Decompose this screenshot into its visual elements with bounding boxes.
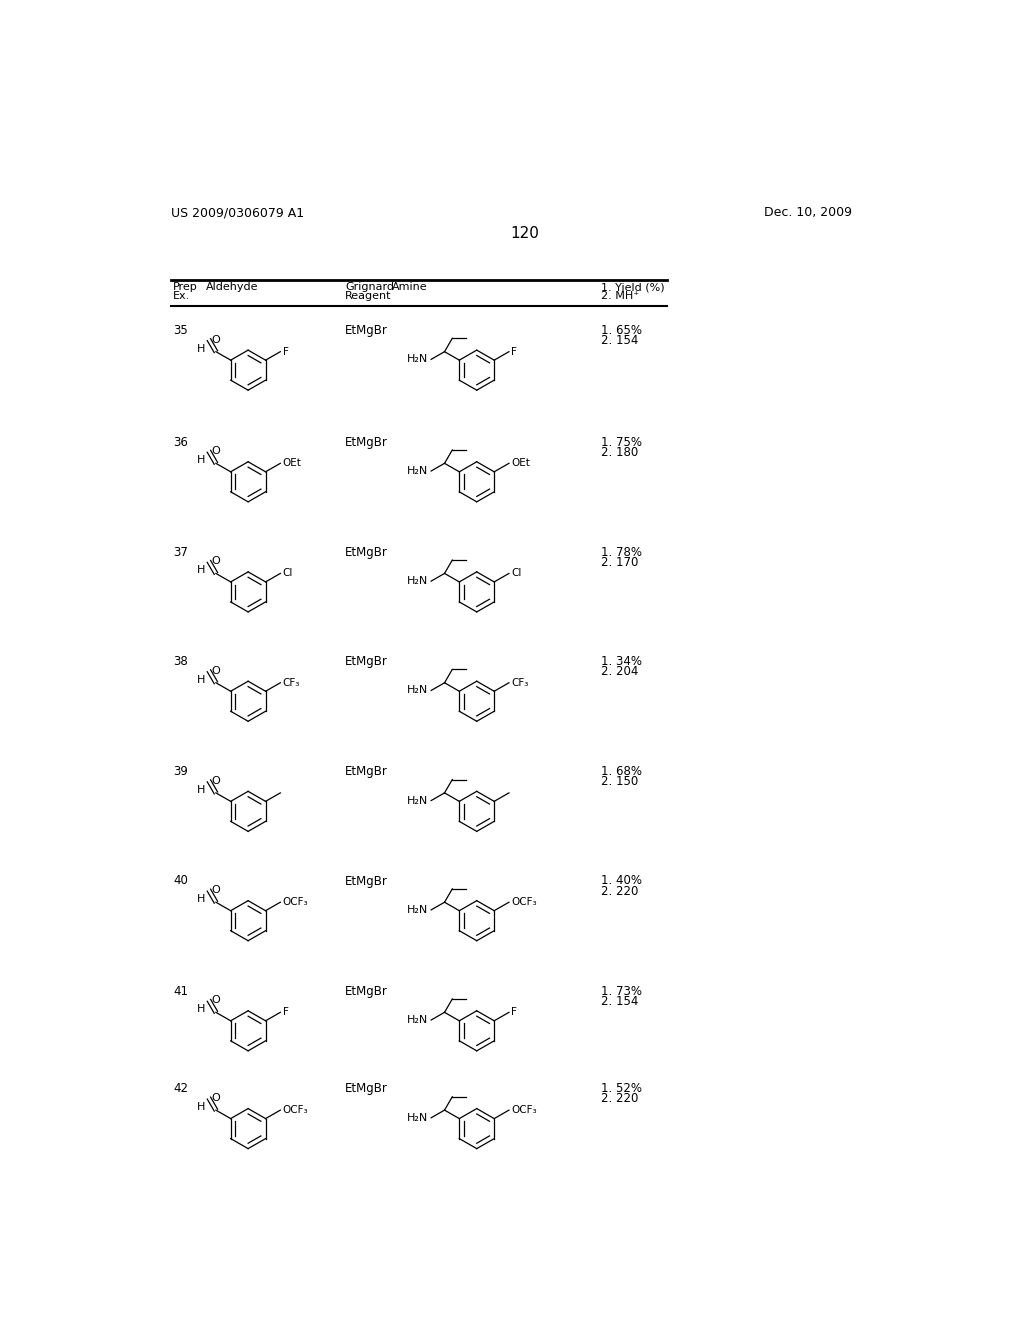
Text: 1. 78%: 1. 78% [601, 545, 642, 558]
Text: Ex.: Ex. [173, 290, 190, 301]
Text: 35: 35 [173, 323, 187, 337]
Text: 120: 120 [510, 226, 540, 242]
Text: OCF₃: OCF₃ [511, 1105, 537, 1115]
Text: 1. 40%: 1. 40% [601, 875, 642, 887]
Text: 38: 38 [173, 655, 187, 668]
Text: H: H [197, 455, 205, 465]
Text: OCF₃: OCF₃ [511, 898, 537, 907]
Text: 1. 52%: 1. 52% [601, 1082, 642, 1096]
Text: 2. 220: 2. 220 [601, 1093, 638, 1105]
Text: CF₃: CF₃ [511, 677, 528, 688]
Text: O: O [211, 335, 220, 345]
Text: Reagent: Reagent [345, 290, 391, 301]
Text: 1. 34%: 1. 34% [601, 655, 642, 668]
Text: H₂N: H₂N [407, 906, 428, 915]
Text: 36: 36 [173, 436, 187, 449]
Text: EtMgBr: EtMgBr [345, 655, 388, 668]
Text: F: F [283, 1007, 289, 1018]
Text: 1. 65%: 1. 65% [601, 323, 642, 337]
Text: H: H [197, 675, 205, 685]
Text: 2. 170: 2. 170 [601, 556, 638, 569]
Text: 40: 40 [173, 875, 187, 887]
Text: Cl: Cl [511, 569, 521, 578]
Text: Aldehyde: Aldehyde [206, 282, 258, 292]
Text: O: O [211, 995, 220, 1006]
Text: H: H [197, 343, 205, 354]
Text: 39: 39 [173, 766, 187, 779]
Text: EtMgBr: EtMgBr [345, 766, 388, 779]
Text: H: H [197, 785, 205, 795]
Text: 1. Yield (%): 1. Yield (%) [601, 282, 665, 292]
Text: H₂N: H₂N [407, 466, 428, 477]
Text: Cl: Cl [283, 569, 293, 578]
Text: O: O [211, 886, 220, 895]
Text: O: O [211, 665, 220, 676]
Text: H: H [197, 894, 205, 904]
Text: 41: 41 [173, 985, 188, 998]
Text: 2. 180: 2. 180 [601, 446, 638, 458]
Text: H: H [197, 1102, 205, 1111]
Text: H₂N: H₂N [407, 576, 428, 586]
Text: H₂N: H₂N [407, 796, 428, 805]
Text: EtMgBr: EtMgBr [345, 545, 388, 558]
Text: US 2009/0306079 A1: US 2009/0306079 A1 [171, 206, 304, 219]
Text: 2. 220: 2. 220 [601, 884, 638, 898]
Text: F: F [283, 347, 289, 356]
Text: EtMgBr: EtMgBr [345, 1082, 388, 1096]
Text: OEt: OEt [283, 458, 301, 469]
Text: O: O [211, 1093, 220, 1104]
Text: EtMgBr: EtMgBr [345, 323, 388, 337]
Text: Amine: Amine [391, 282, 427, 292]
Text: H: H [197, 565, 205, 576]
Text: H₂N: H₂N [407, 685, 428, 696]
Text: O: O [211, 776, 220, 785]
Text: EtMgBr: EtMgBr [345, 875, 388, 887]
Text: 2. MH⁺: 2. MH⁺ [601, 290, 639, 301]
Text: 1. 75%: 1. 75% [601, 436, 642, 449]
Text: O: O [211, 557, 220, 566]
Text: O: O [211, 446, 220, 457]
Text: 1. 68%: 1. 68% [601, 766, 642, 779]
Text: 2. 204: 2. 204 [601, 665, 638, 678]
Text: H₂N: H₂N [407, 354, 428, 364]
Text: 42: 42 [173, 1082, 188, 1096]
Text: OCF₃: OCF₃ [283, 1105, 308, 1115]
Text: 1. 73%: 1. 73% [601, 985, 642, 998]
Text: Prep: Prep [173, 282, 198, 292]
Text: OEt: OEt [511, 458, 530, 469]
Text: 37: 37 [173, 545, 187, 558]
Text: OCF₃: OCF₃ [283, 898, 308, 907]
Text: 2. 154: 2. 154 [601, 995, 638, 1007]
Text: EtMgBr: EtMgBr [345, 436, 388, 449]
Text: H: H [197, 1005, 205, 1014]
Text: F: F [511, 347, 517, 356]
Text: H₂N: H₂N [407, 1015, 428, 1026]
Text: 2. 154: 2. 154 [601, 334, 638, 347]
Text: F: F [511, 1007, 517, 1018]
Text: H₂N: H₂N [407, 1113, 428, 1123]
Text: EtMgBr: EtMgBr [345, 985, 388, 998]
Text: Grignard: Grignard [345, 282, 394, 292]
Text: CF₃: CF₃ [283, 677, 300, 688]
Text: 2. 150: 2. 150 [601, 775, 638, 788]
Text: Dec. 10, 2009: Dec. 10, 2009 [764, 206, 852, 219]
